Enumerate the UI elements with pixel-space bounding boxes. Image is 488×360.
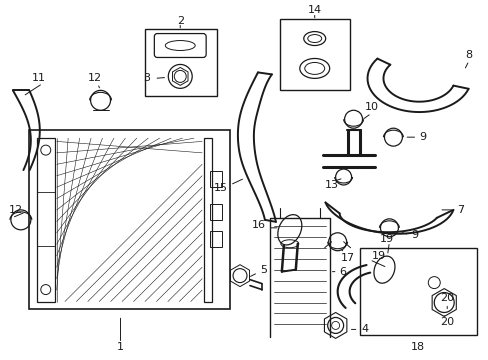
Text: 9: 9 [419, 132, 426, 142]
Text: 19: 19 [379, 234, 393, 244]
Text: 20: 20 [439, 318, 453, 328]
Text: 15: 15 [214, 183, 227, 193]
Bar [359, 248, 476, 336]
Text: 8: 8 [465, 50, 472, 60]
Text: 17: 17 [340, 253, 354, 263]
Text: 11: 11 [32, 73, 46, 84]
Bar [37, 138, 55, 302]
Bar [29, 130, 229, 310]
Text: 16: 16 [251, 220, 265, 230]
Text: 9: 9 [410, 230, 418, 240]
Bar [279, 19, 349, 90]
Text: 12: 12 [9, 205, 23, 215]
Bar [203, 138, 212, 302]
Text: 2: 2 [176, 15, 183, 26]
Bar [210, 204, 222, 220]
Text: 18: 18 [410, 342, 425, 352]
Text: 10: 10 [364, 102, 378, 112]
Text: 14: 14 [307, 5, 321, 15]
Text: 19: 19 [371, 251, 385, 261]
Bar [210, 231, 222, 247]
Text: 1: 1 [117, 342, 124, 352]
Text: 20: 20 [439, 293, 453, 302]
Text: 12: 12 [87, 73, 102, 84]
Bar [210, 171, 222, 187]
Bar [145, 28, 217, 96]
Text: 3: 3 [143, 73, 150, 84]
Text: 7: 7 [456, 205, 463, 215]
Text: 6: 6 [339, 267, 346, 276]
Text: 4: 4 [361, 324, 368, 334]
Text: 5: 5 [260, 265, 266, 275]
Text: 13: 13 [324, 180, 338, 190]
